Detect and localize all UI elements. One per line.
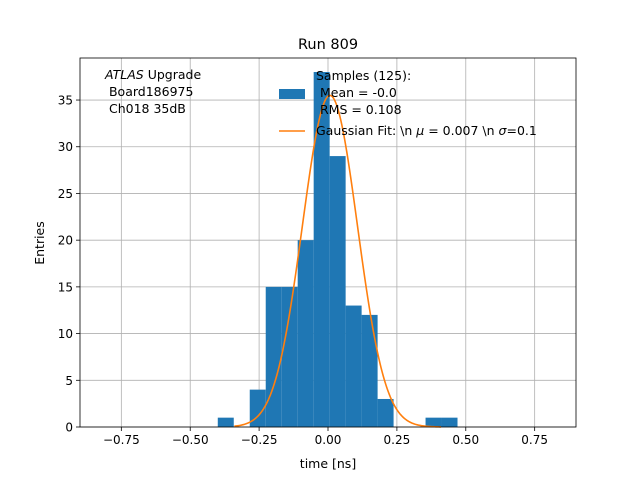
atlas-label: ATLAS <box>104 67 144 82</box>
histogram-bar <box>361 314 378 427</box>
legend-fit-mu-value: = 0.007 \n <box>424 123 498 138</box>
atlas-annotation: ATLAS Upgrade Board186975 Ch018 35dB <box>104 67 201 116</box>
histogram-bar <box>313 72 330 427</box>
histogram-bars <box>217 72 458 427</box>
histogram-bar <box>297 240 314 427</box>
x-tick-label: 0.00 <box>315 433 342 447</box>
y-tick-label: 20 <box>58 234 73 248</box>
chart-title: Run 809 <box>298 37 358 53</box>
legend-histogram-swatch <box>279 89 305 99</box>
legend-fit-sigma-value: =0.1 <box>506 123 536 138</box>
gaussian-fit-curve <box>234 94 441 428</box>
histogram-bar <box>441 417 458 427</box>
histogram-bar <box>281 286 298 427</box>
y-tick-label: 25 <box>58 187 73 201</box>
x-axis-label: time [ns] <box>300 456 356 471</box>
y-axis-label: Entries <box>32 221 47 265</box>
x-tick-label: 0.75 <box>521 433 548 447</box>
y-tick-label: 5 <box>65 374 73 388</box>
annotation-line-2: Board186975 <box>105 84 193 99</box>
legend-hist-line-2: Mean = -0.0 <box>316 85 397 100</box>
y-tick-label: 10 <box>58 327 73 341</box>
upgrade-label: Upgrade <box>144 67 202 82</box>
legend-fit-mu-symbol: μ <box>415 123 424 138</box>
histogram-bar <box>265 286 282 427</box>
y-tick-label: 30 <box>58 140 73 154</box>
y-tick-label: 35 <box>58 94 73 108</box>
x-tick-label: −0.75 <box>103 433 140 447</box>
annotation-line-3: Ch018 35dB <box>105 101 186 116</box>
legend-hist-line-3: RMS = 0.108 <box>316 102 402 117</box>
histogram-bar <box>377 398 394 427</box>
y-tick-label: 0 <box>65 421 73 435</box>
histogram-bar <box>425 417 442 427</box>
legend-fit-label: Gaussian Fit: \n μ = 0.007 \n σ=0.1 <box>316 123 537 138</box>
legend-fit-prefix: Gaussian Fit: \n <box>316 123 416 138</box>
x-tick-label: 0.50 <box>452 433 479 447</box>
legend-fit-sigma-symbol: σ <box>499 123 508 138</box>
legend: Samples (125): Mean = -0.0 RMS = 0.108 G… <box>279 68 537 138</box>
x-tick-label: 0.25 <box>384 433 411 447</box>
histogram-bar <box>329 156 346 427</box>
annotation-line-1: ATLAS Upgrade <box>104 67 201 82</box>
y-axis-ticks: 0 5 10 15 20 25 30 35 <box>58 94 80 435</box>
x-tick-label: −0.25 <box>241 433 278 447</box>
x-axis-ticks: −0.75 −0.50 −0.25 0.00 0.25 0.50 0.75 <box>103 427 548 447</box>
histogram-bar <box>217 417 234 427</box>
y-tick-label: 15 <box>58 280 73 294</box>
histogram-bar <box>345 305 362 427</box>
x-tick-label: −0.50 <box>172 433 209 447</box>
legend-hist-line-1: Samples (125): <box>316 68 411 83</box>
histogram-bar <box>249 389 266 427</box>
